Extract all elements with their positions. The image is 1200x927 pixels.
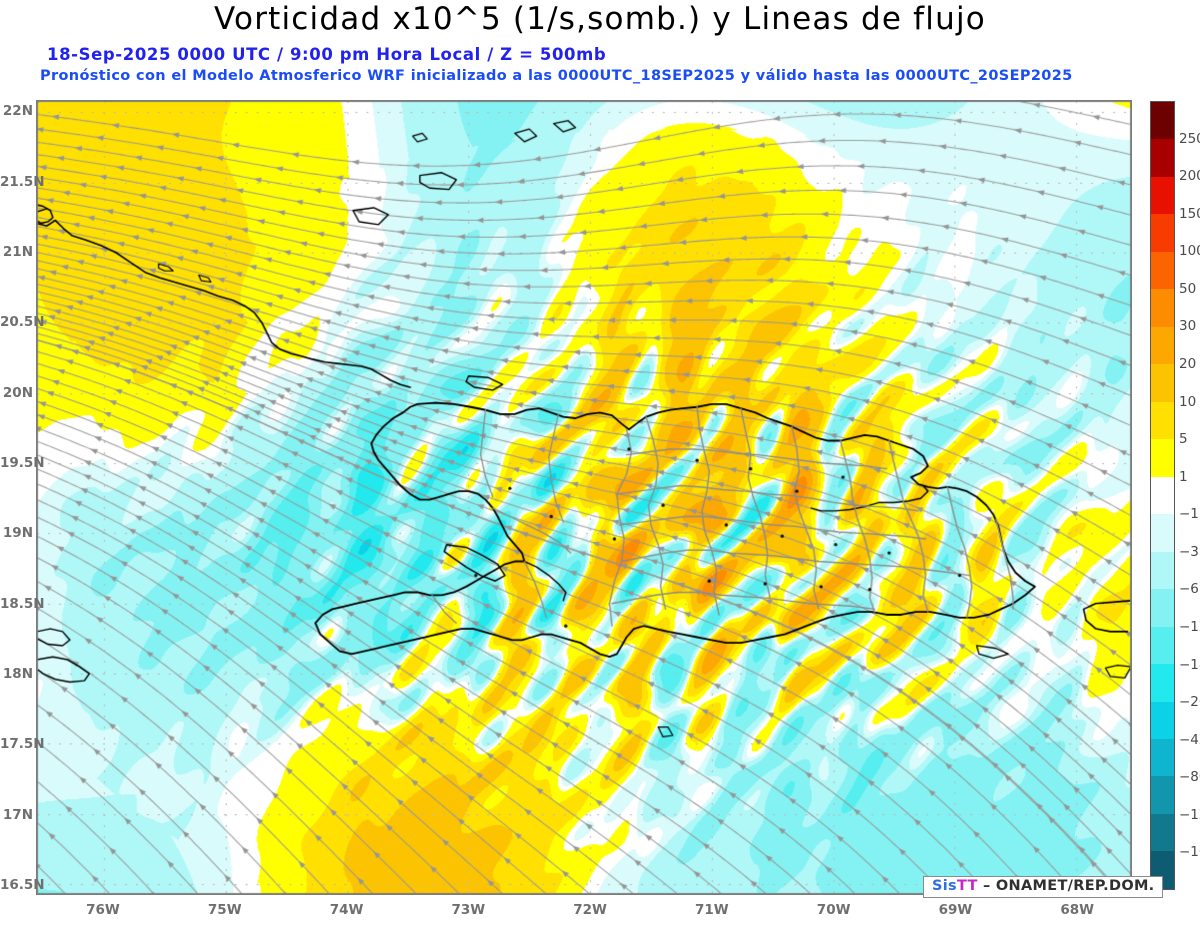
- colorbar-band: [1151, 514, 1174, 552]
- colorbar-band: [1151, 738, 1174, 777]
- colorbar-tick: −12: [1179, 619, 1200, 635]
- colorbar-tick: −120: [1179, 806, 1200, 823]
- y-axis-tick: 19.5N: [0, 455, 45, 472]
- y-axis-tick: 21N: [2, 243, 33, 260]
- x-axis-tick: 69W: [938, 902, 973, 918]
- y-axis-tick: 21.5N: [0, 173, 45, 190]
- colorbar-band: [1151, 776, 1174, 814]
- colorbar-tick: 1: [1179, 468, 1188, 485]
- y-axis-tick: 18.5N: [0, 595, 45, 612]
- colorbar-tick: −1: [1179, 506, 1199, 523]
- colorbar-band: [1151, 176, 1174, 215]
- y-axis-tick: 16.5N: [0, 877, 45, 894]
- colorbar-tick: 30: [1179, 318, 1197, 335]
- chart-header: Vorticidad x10^5 (1/s,somb.) y Lineas de…: [0, 0, 1200, 95]
- colorbar-band: [1151, 139, 1174, 177]
- colorbar-tick: −18: [1179, 656, 1200, 673]
- colorbar-band: [1151, 701, 1174, 739]
- x-axis-tick: 72W: [573, 902, 607, 918]
- colorbar-band: [1151, 214, 1174, 252]
- x-axis-tick: 75W: [207, 902, 242, 918]
- colorbar-band: [1151, 326, 1174, 365]
- colorbar-band: [1151, 551, 1174, 590]
- colorbar-tick: 5: [1179, 431, 1188, 448]
- colorbar-band: [1151, 664, 1174, 702]
- colorbar-tick: 20: [1179, 356, 1197, 372]
- colorbar-band: [1151, 813, 1174, 852]
- credit-agency-text: – ONAMET/REP.DOM.: [983, 878, 1155, 894]
- credit-tt-text: TT: [956, 878, 978, 894]
- colorbar-tick: 50: [1179, 280, 1197, 297]
- colorbar-tick-labels: 250 200 150 100 50 30 20 10 5 1 −1 −3 −6 −12 −18 −26 −42…: [1179, 101, 1200, 890]
- x-axis-tick: 68W: [1060, 902, 1095, 918]
- forecast-valid-time: 18-Sep-2025 0000 UTC / 9:00 pm Hora Loca…: [47, 45, 607, 64]
- y-axis-tick: 20N: [2, 384, 33, 401]
- x-axis-tick: 76W: [86, 902, 120, 918]
- colorbar-band: [1151, 364, 1174, 402]
- x-axis-tick: 74W: [329, 902, 364, 918]
- colorbar-tick: −3: [1179, 543, 1199, 560]
- credit-sis-text: Sis: [932, 878, 957, 894]
- colorbar-tick: 200: [1179, 168, 1200, 185]
- y-axis-tick: 17.5N: [0, 736, 45, 753]
- colorbar-tick: 10: [1179, 393, 1197, 410]
- y-axis-tick: 22N: [2, 103, 33, 120]
- y-axis-tick: 20.5N: [0, 314, 45, 331]
- colorbar-band: [1151, 102, 1174, 140]
- colorbar-tick: −6: [1179, 581, 1199, 598]
- colorbar-tick: 100: [1179, 243, 1200, 260]
- colorbar-band: [1151, 476, 1174, 515]
- forecast-model-description: Pronóstico con el Modelo Atmosferico WRF…: [40, 68, 1073, 84]
- colorbar-band: [1151, 289, 1174, 327]
- y-axis-tick: 17N: [2, 806, 33, 823]
- y-axis-tick: 19N: [2, 525, 33, 542]
- page-title: Vorticidad x10^5 (1/s,somb.) y Lineas de…: [214, 1, 986, 37]
- colorbar-band: [1151, 439, 1174, 477]
- map-plot-area[interactable]: [36, 100, 1132, 895]
- x-axis-tick: 73W: [451, 902, 486, 918]
- colorbar-tick: 150: [1179, 205, 1200, 222]
- colorbar-tick: −80: [1179, 769, 1200, 786]
- colorbar-band: [1151, 401, 1174, 440]
- colorbar-tick: −26: [1179, 694, 1200, 711]
- vorticity-streamline-map[interactable]: [37, 101, 1131, 894]
- colorbar-tick: 250: [1179, 130, 1200, 147]
- colorbar-band: [1151, 626, 1174, 665]
- colorbar-band: [1151, 589, 1174, 627]
- colorbar-tick: −160: [1179, 844, 1200, 861]
- vorticity-colorbar: [1150, 101, 1175, 890]
- x-axis-tick: 70W: [816, 902, 851, 918]
- x-axis-tick: 71W: [695, 902, 729, 918]
- colorbar-band: [1151, 251, 1174, 290]
- y-axis-tick: 18N: [2, 666, 33, 683]
- colorbar-tick: −42: [1179, 731, 1200, 748]
- credit-badge: SisTT – ONAMET/REP.DOM.: [923, 876, 1164, 899]
